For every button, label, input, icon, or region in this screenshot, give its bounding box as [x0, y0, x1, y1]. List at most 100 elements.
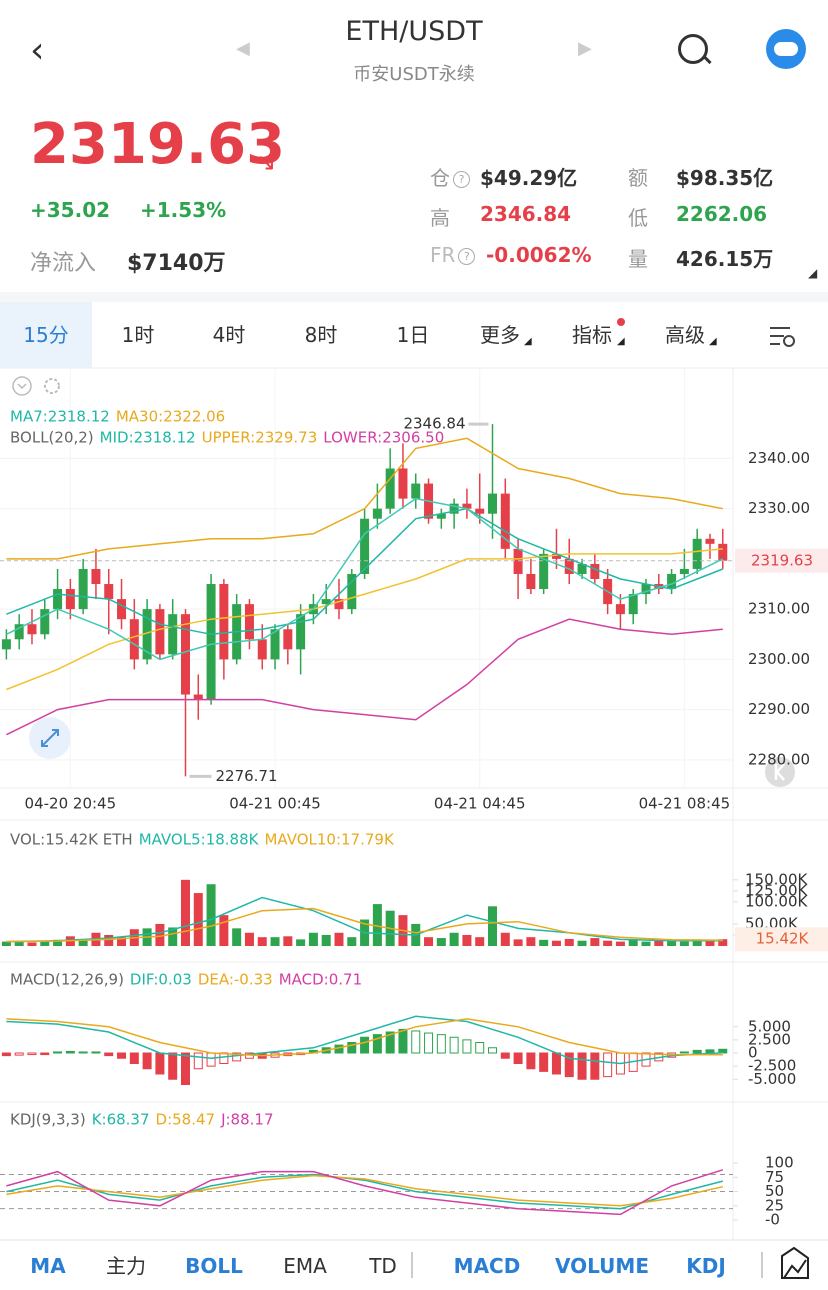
legend-item: MA7:2318.12 — [10, 408, 110, 426]
candle-body — [679, 568, 689, 574]
y-tick-label: 100.00K — [745, 892, 808, 910]
volume-bar — [1, 941, 11, 946]
scroll-latest[interactable] — [765, 757, 795, 787]
candle-body — [296, 614, 306, 650]
volume-bar — [244, 932, 254, 946]
tab[interactable]: 8时 — [304, 323, 338, 347]
tab[interactable]: 高级 — [665, 323, 705, 347]
stat-value: $49.29亿 — [480, 166, 578, 190]
legend-item: VOL:15.42K ETH — [10, 831, 133, 849]
y-tick-label: 2330.00 — [748, 499, 810, 517]
indicator-toggle[interactable]: MACD — [453, 1254, 521, 1278]
macd-bar — [347, 1042, 357, 1054]
candle-body — [628, 594, 638, 615]
legend-item: BOLL(20,2) — [10, 429, 94, 447]
tab[interactable]: 15分 — [23, 323, 69, 347]
indicator-line — [6, 896, 723, 943]
candle-body — [334, 599, 344, 610]
legend-item: LOWER:2306.50 — [323, 429, 444, 447]
volume-bar — [347, 937, 357, 946]
candle-body — [193, 694, 203, 700]
volume-bar — [679, 941, 689, 946]
macd-bar — [129, 1052, 139, 1064]
expand-stats[interactable]: ◢ — [808, 266, 818, 280]
candle-body — [155, 609, 165, 655]
indicator-toggle[interactable]: BOLL — [185, 1254, 243, 1278]
volume-bar — [283, 936, 293, 946]
candle-body — [14, 624, 24, 640]
back-button[interactable]: ‹ — [30, 30, 45, 71]
indicator-toggle[interactable]: MA — [30, 1254, 66, 1278]
legend-item: MA30:2322.06 — [116, 408, 225, 426]
y-tick-label: 2290.00 — [748, 700, 810, 718]
volume-bar — [40, 940, 50, 946]
collapse-icon[interactable] — [12, 376, 32, 396]
stat-value: 2262.06 — [676, 202, 768, 226]
macd-bar — [180, 1052, 190, 1085]
indicator-line — [6, 907, 723, 943]
volume-bar — [104, 934, 114, 946]
volume-bar — [321, 934, 331, 946]
indicator-toggle[interactable]: EMA — [283, 1254, 327, 1278]
tab[interactable]: 1时 — [121, 323, 155, 347]
macd-bar — [360, 1036, 370, 1054]
macd-bar — [679, 1051, 689, 1054]
volume-bar — [551, 940, 561, 946]
help-icon[interactable]: ? — [458, 248, 476, 265]
collapse-icon — [17, 383, 27, 390]
search-button[interactable] — [678, 34, 708, 64]
help-icon[interactable]: ? — [453, 171, 470, 188]
volume-bar — [449, 932, 459, 946]
macd-bar — [500, 1052, 510, 1059]
macd-bar — [53, 1051, 63, 1054]
indicator-toggle[interactable]: VOLUME — [555, 1254, 649, 1278]
indicator-toggle[interactable]: TD — [369, 1254, 397, 1278]
last-price-label: 2319.63 — [751, 551, 813, 569]
candle-body — [615, 604, 625, 615]
volume-bar — [219, 915, 229, 946]
indicator-toggle[interactable]: KDJ — [686, 1254, 726, 1278]
macd-bar — [206, 1052, 216, 1067]
stat-label: 高 — [430, 206, 450, 230]
tab[interactable]: 更多 — [480, 323, 520, 347]
volume-bar — [180, 879, 190, 946]
y-tick-label: -2.500 — [748, 1057, 796, 1075]
candle-body — [577, 563, 587, 574]
stat-value: 2346.84 — [480, 202, 572, 226]
assistant-face — [774, 42, 798, 56]
settings-icon[interactable] — [44, 378, 60, 394]
volume-bar — [526, 937, 536, 946]
candle-body — [385, 468, 395, 509]
macd-bar — [14, 1052, 24, 1056]
indicator-toggle[interactable]: 主力 — [106, 1254, 146, 1278]
x-tick-label: 04-21 00:45 — [229, 795, 321, 813]
x-tick-label: 04-21 04:45 — [434, 795, 526, 813]
draw-tool-icon[interactable] — [781, 1246, 809, 1279]
legend-item: D:58.47 — [156, 1111, 216, 1129]
y-tick-label: 50 — [765, 1182, 784, 1200]
volume-bar — [53, 939, 63, 946]
down-arrow: ↘ — [256, 148, 277, 176]
stat-label-text: FR — [430, 243, 456, 267]
stat-value: -0.0062% — [486, 243, 592, 267]
legend-item: MID:2318.12 — [100, 429, 196, 447]
macd-bar — [372, 1034, 382, 1054]
prev-arrow[interactable]: ◀ — [236, 38, 250, 59]
macd-bar — [193, 1052, 203, 1070]
tab[interactable]: 4时 — [212, 323, 246, 347]
macd-bar — [142, 1052, 152, 1070]
tab[interactable]: 1日 — [396, 323, 430, 347]
stat-label-text: 仓 — [430, 166, 450, 190]
candle-body — [488, 493, 498, 514]
tab[interactable]: 指标 — [572, 323, 612, 347]
legend-item: MAVOL5:18.88K — [139, 831, 260, 849]
tab-selected-bg — [0, 302, 92, 368]
next-arrow[interactable]: ▶ — [578, 38, 592, 59]
candle-body — [372, 508, 382, 519]
volume-bar — [615, 941, 625, 946]
indicator-line — [6, 1018, 723, 1057]
volume-bar — [117, 937, 127, 946]
volume-bar — [168, 927, 178, 946]
settings-icon[interactable] — [770, 327, 790, 345]
volume-bar — [628, 939, 638, 946]
